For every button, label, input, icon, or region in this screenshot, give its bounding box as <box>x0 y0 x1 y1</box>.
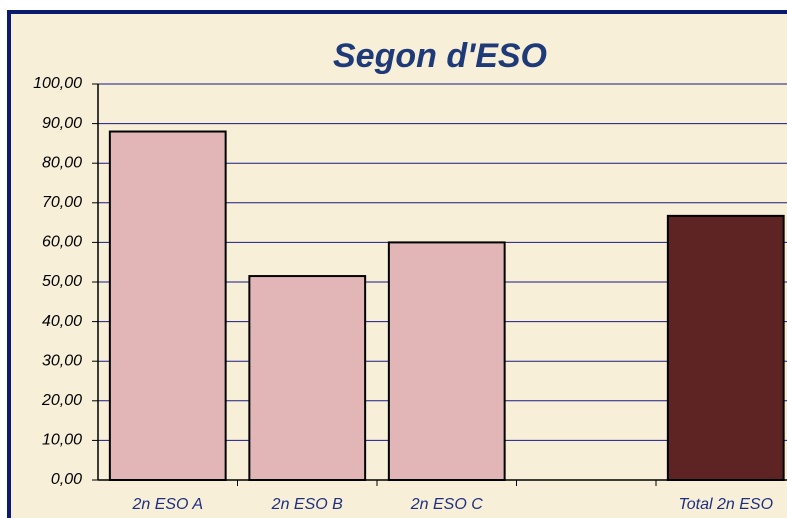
y-tick-label: 60,00 <box>42 234 82 251</box>
chart-title: Segon d'ESO <box>333 37 547 75</box>
y-tick-label: 100,00 <box>33 75 82 92</box>
y-tick-label: 50,00 <box>42 273 82 290</box>
y-tick-label: 30,00 <box>42 352 82 369</box>
y-tick-label: 0,00 <box>51 471 82 488</box>
y-tick-label: 80,00 <box>42 154 82 171</box>
y-tick-label: 20,00 <box>41 392 82 409</box>
bar <box>387 241 506 481</box>
y-tick-label: 10,00 <box>42 432 82 449</box>
y-tick-label: 70,00 <box>42 194 82 211</box>
x-tick-label: 2n ESO A <box>131 496 203 513</box>
y-tick-label: 90,00 <box>42 115 82 132</box>
bar <box>108 130 227 482</box>
y-tick-label: 40,00 <box>42 313 82 330</box>
x-tick-label: 2n ESO C <box>410 496 483 513</box>
bar <box>248 275 367 481</box>
x-tick-label: 2n ESO B <box>271 496 343 513</box>
x-tick-label: Total 2n ESO <box>678 496 773 513</box>
bar <box>666 214 785 481</box>
